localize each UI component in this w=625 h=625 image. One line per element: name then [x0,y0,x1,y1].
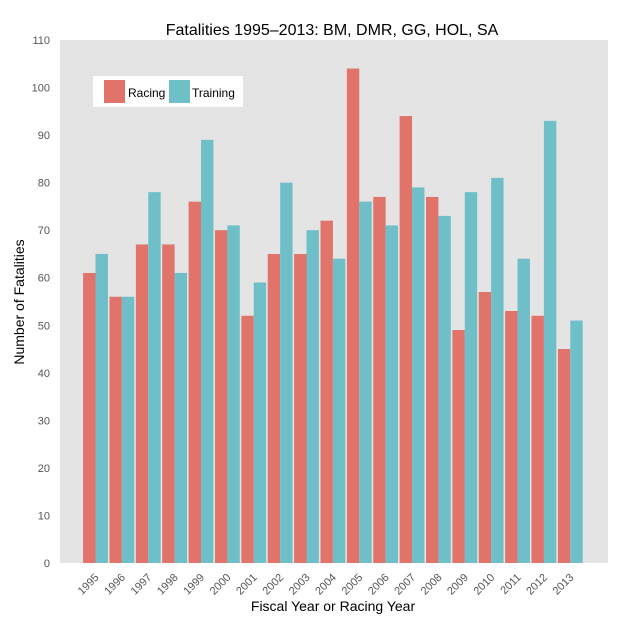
x-tick-label: 2011 [498,572,523,597]
bars [83,68,583,564]
bar-training-2002 [280,182,293,564]
y-tick-label: 100 [32,83,50,95]
y-tick-label: 110 [32,35,50,47]
bar-training-1999 [201,139,214,563]
bar-racing-2006 [373,196,386,563]
y-tick-label: 70 [38,225,50,237]
x-tick-label: 2002 [260,572,286,598]
bar-racing-2010 [478,291,492,563]
x-tick-label: 2008 [419,572,445,598]
y-axis-ticks: 0 10 20 30 40 50 60 70 80 90 100 110 [32,35,50,570]
x-tick-label: 2004 [313,572,339,598]
bar-racing-1998 [162,244,175,564]
bar-training-1995 [95,253,108,564]
x-tick-label: 2009 [445,572,471,598]
chart-title: Fatalities 1995–2013: BM, DMR, GG, HOL, … [166,22,499,39]
y-tick-label: 0 [44,558,50,570]
y-tick-label: 10 [38,510,50,522]
bar-training-2013 [570,320,583,563]
bar-training-2012 [543,120,557,563]
x-tick-label: 1998 [155,572,181,598]
y-axis-label: Number of Fatalities [11,239,27,364]
bar-racing-1999 [188,201,202,563]
bar-racing-1995 [83,272,96,563]
bar-racing-2004 [320,220,333,563]
x-tick-label: 2005 [340,572,366,598]
legend-label-racing: Racing [128,86,165,100]
y-tick-label: 50 [38,320,50,332]
bar-training-2006 [385,225,399,563]
bar-training-2004 [332,258,346,563]
x-tick-label: 1999 [181,572,207,598]
y-tick-label: 80 [38,178,50,190]
bar-racing-2012 [531,315,544,563]
bar-racing-2005 [346,68,360,563]
x-tick-label: 2001 [234,572,260,598]
legend-swatch-racing [104,80,125,103]
bar-training-2007 [412,187,425,563]
bar-training-2005 [359,201,372,563]
x-tick-label: 2000 [208,572,234,598]
bar-training-1997 [148,192,161,564]
bar-training-2003 [306,230,319,563]
bar-racing-2008 [426,196,439,563]
bar-training-1998 [174,272,188,563]
bar-training-2008 [438,215,451,563]
bar-racing-2007 [399,116,413,563]
x-tick-label: 2013 [551,572,577,598]
x-tick-label: 2006 [366,572,392,598]
bar-training-2011 [517,258,530,563]
bar-training-2001 [253,282,267,563]
y-tick-label: 20 [38,463,50,475]
bar-racing-2001 [241,315,254,563]
x-tick-label: 1997 [129,572,155,598]
x-tick-label: 1995 [76,572,102,598]
legend-swatch-training [169,80,190,103]
bar-training-2000 [227,225,240,563]
bar-racing-2011 [505,311,518,563]
y-tick-label: 60 [38,273,50,285]
x-tick-label: 2007 [392,572,418,598]
bar-racing-2000 [214,230,228,563]
bar-racing-2003 [294,253,307,564]
x-tick-label: 2010 [471,572,497,598]
bar-training-2010 [491,177,504,563]
bar-racing-2002 [267,253,281,564]
y-tick-label: 40 [38,368,50,380]
bar-racing-1996 [109,296,122,563]
legend: Racing Training [93,76,243,107]
x-tick-label: 1996 [102,572,128,598]
bar-racing-2013 [557,349,571,563]
x-tick-label: 2012 [524,572,550,598]
bar-racing-1997 [135,244,149,564]
x-tick-label: 2003 [287,572,313,598]
x-axis-ticks: 1995 1996 1997 1998 1999 2000 2001 2002 2003 2004… [76,572,577,598]
y-tick-label: 90 [38,130,50,142]
bar-training-2009 [464,192,478,564]
bar-training-1996 [121,296,135,563]
x-axis-label: Fiscal Year or Racing Year [251,598,416,614]
bar-racing-2009 [452,330,465,563]
y-tick-label: 30 [38,415,50,427]
legend-label-training: Training [192,86,235,100]
